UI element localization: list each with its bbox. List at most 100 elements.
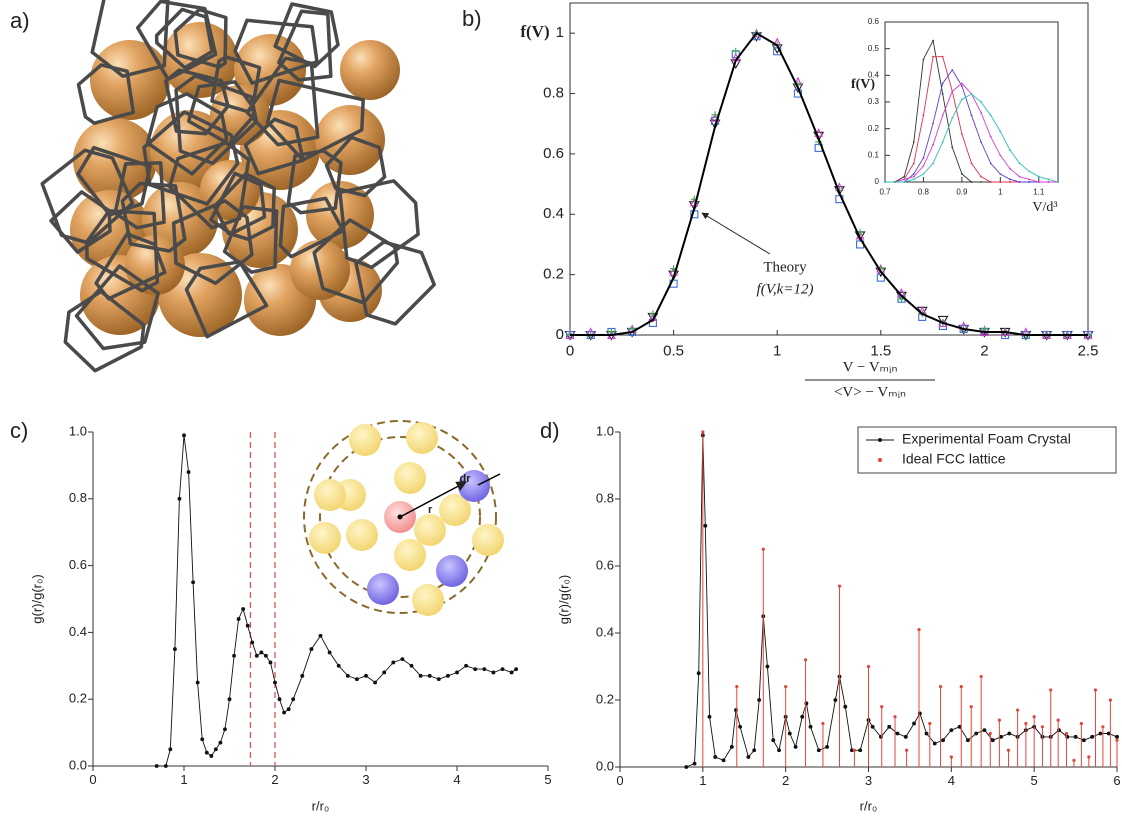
x-axis-label: r/r₀ <box>860 798 878 813</box>
particle <box>394 462 426 494</box>
point <box>409 663 414 668</box>
radius-arrow <box>399 481 467 518</box>
x-tick-label: 4 <box>453 772 460 787</box>
x-axis-label: V/d³ <box>1032 200 1057 215</box>
cell-edge <box>145 92 229 176</box>
point <box>277 697 282 702</box>
stem-head <box>1115 738 1119 742</box>
x-tick-label: 2 <box>782 773 789 788</box>
point <box>825 744 830 749</box>
stem-head <box>1032 715 1036 719</box>
cell-edge <box>40 148 135 245</box>
point <box>932 162 934 165</box>
point <box>345 673 350 678</box>
point <box>970 162 973 165</box>
legend-box <box>857 426 1117 474</box>
y-tick-label: 0.2 <box>543 266 564 283</box>
point <box>961 82 963 85</box>
point <box>236 617 241 621</box>
y-tick-label: 0.6 <box>596 557 614 572</box>
cell-edge <box>286 149 343 215</box>
point <box>1018 162 1021 165</box>
point <box>711 111 719 119</box>
point <box>172 647 177 652</box>
point <box>957 724 962 729</box>
cell-edge <box>265 78 365 162</box>
point <box>982 728 987 733</box>
point <box>186 470 191 475</box>
stem-head <box>803 658 808 662</box>
y-tick-label: 1.0 <box>69 423 87 438</box>
stem-head <box>735 685 739 689</box>
x-tick-label: 1.1 <box>1033 187 1045 196</box>
stem-head <box>997 718 1001 722</box>
y-tick-label: 0.2 <box>596 691 614 706</box>
particle <box>472 524 504 556</box>
point <box>922 58 925 61</box>
stem-head <box>1108 698 1112 702</box>
foam-render <box>40 0 436 373</box>
series-line <box>885 39 1058 183</box>
point <box>1090 734 1095 739</box>
point <box>514 667 519 672</box>
point <box>1028 181 1031 183</box>
point <box>1065 734 1070 739</box>
cell-edge <box>164 68 230 136</box>
point <box>1047 178 1050 181</box>
point <box>232 653 236 658</box>
panel-label: c) <box>10 418 28 443</box>
point <box>793 744 798 749</box>
point <box>989 135 992 138</box>
point <box>999 173 1002 175</box>
point <box>696 671 701 676</box>
point <box>445 673 450 678</box>
point <box>937 315 949 326</box>
point <box>922 165 925 167</box>
point <box>1037 181 1040 183</box>
point <box>917 711 922 716</box>
series-line <box>570 31 1088 336</box>
point <box>245 623 250 628</box>
point <box>912 175 915 178</box>
cell-edge <box>233 18 319 85</box>
point <box>980 181 982 183</box>
cell-edge <box>277 9 333 82</box>
point <box>692 761 697 766</box>
point <box>227 697 232 702</box>
stem-head <box>988 731 992 736</box>
point <box>903 178 906 181</box>
point <box>491 670 496 675</box>
y-tick-label: 0.4 <box>543 205 564 222</box>
stem-head <box>1056 718 1060 722</box>
dr-arrow <box>477 473 501 486</box>
point <box>999 181 1002 183</box>
cell-edge <box>245 56 320 147</box>
point <box>200 737 205 742</box>
point <box>163 764 168 768</box>
y-tick-label: 0.8 <box>543 85 564 102</box>
point <box>684 765 689 769</box>
point <box>1009 181 1011 183</box>
y-axis-label: f(V) <box>520 22 549 41</box>
point <box>354 677 359 682</box>
legend-swatch <box>878 438 882 442</box>
stem-head <box>905 748 909 752</box>
point <box>941 114 944 117</box>
cell-edge <box>76 63 136 125</box>
point <box>808 724 813 729</box>
point <box>1028 178 1031 181</box>
shell-particle <box>367 573 399 605</box>
particle <box>314 479 346 511</box>
point <box>282 710 287 715</box>
point <box>980 175 982 178</box>
point <box>970 114 973 117</box>
point <box>961 133 963 135</box>
point <box>382 670 387 675</box>
point <box>268 660 273 665</box>
point <box>941 93 944 95</box>
point <box>951 117 954 119</box>
point <box>427 673 432 678</box>
point <box>1047 181 1050 183</box>
point <box>318 633 323 638</box>
x-tick-label: 0 <box>566 342 574 359</box>
